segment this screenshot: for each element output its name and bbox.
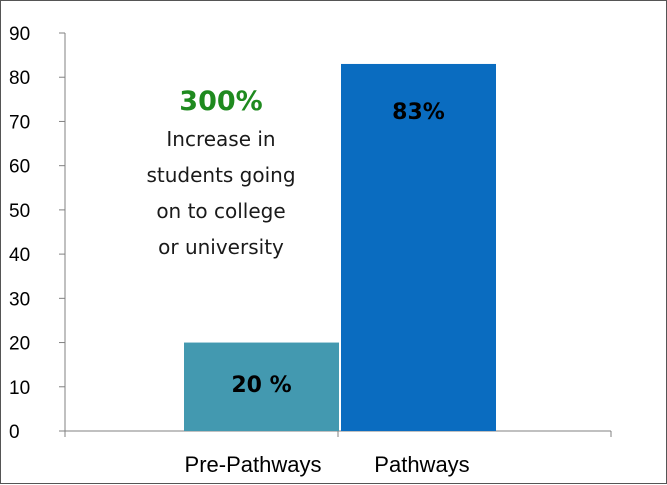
x-category-label: Pathways: [374, 452, 469, 477]
y-tick-label: 50: [9, 201, 30, 222]
annotation-callout: 300% Increase in students going on to co…: [111, 83, 331, 265]
axis-layer: 0 10 20 30 40 50 60 70 80 90: [9, 24, 612, 443]
annotation-line: students going: [146, 163, 296, 187]
y-tick-label: 30: [9, 289, 30, 310]
annotation-line: or university: [158, 235, 284, 259]
annotation-line: on to college: [156, 199, 286, 223]
y-tick-label: 60: [9, 157, 30, 178]
y-tick-label: 0: [9, 422, 20, 443]
data-label: 83%: [392, 100, 445, 125]
y-tick-label: 90: [9, 24, 30, 45]
data-label: 20 %: [231, 373, 291, 398]
labels-layer: 20 % 83% Pre-Pathways Pathways: [185, 100, 470, 477]
y-tick-label: 70: [9, 112, 30, 133]
y-tick-label: 20: [9, 334, 30, 355]
bar: [341, 63, 496, 431]
bar: [184, 342, 339, 431]
annotation-percent: 300%: [179, 86, 263, 117]
y-tick-label: 40: [9, 245, 30, 266]
bars-layer: [184, 63, 496, 431]
y-tick-label: 10: [9, 378, 30, 399]
annotation-line: Increase in: [166, 127, 276, 151]
y-tick-label: 80: [9, 68, 30, 89]
x-category-label: Pre-Pathways: [185, 452, 322, 477]
